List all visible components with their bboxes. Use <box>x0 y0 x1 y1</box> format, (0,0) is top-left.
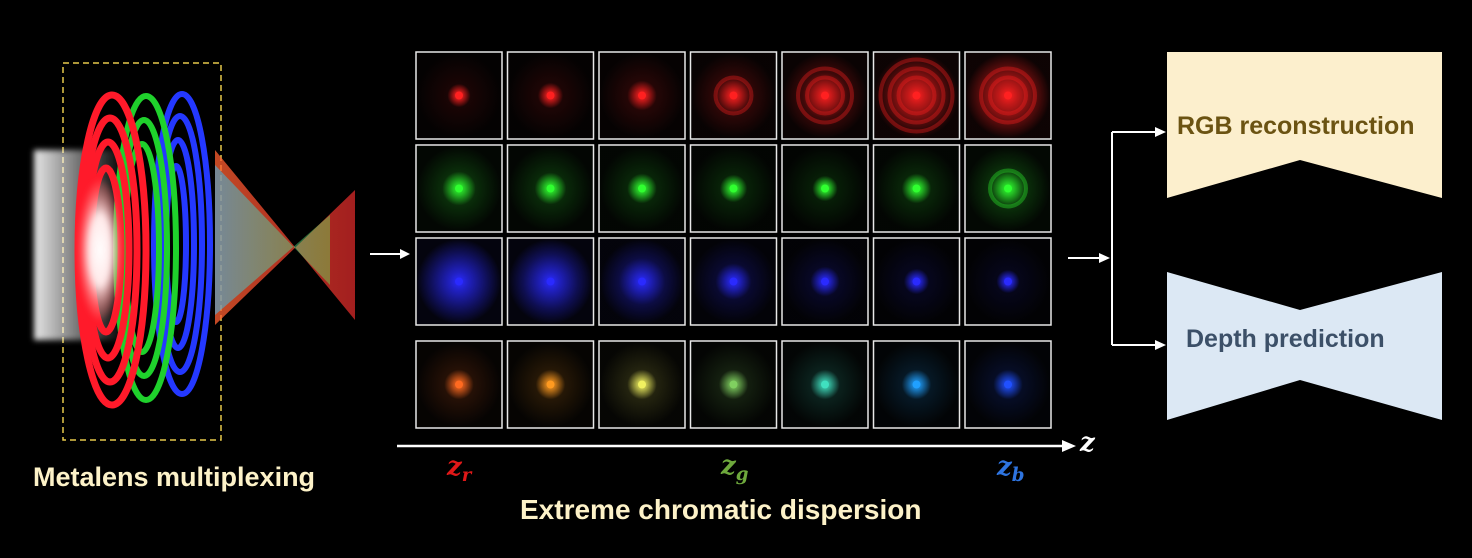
psf-center-dot <box>455 277 463 286</box>
psf-center-dot <box>821 91 829 100</box>
metalens-caption: Metalens multiplexing <box>33 462 316 492</box>
psf-cell-green-3 <box>598 144 686 233</box>
psf-cell-combined-1 <box>415 340 503 429</box>
arrow-head-rgb <box>1155 127 1166 137</box>
psf-cell-combined-5 <box>781 340 869 429</box>
z-g-symbol: z <box>721 451 736 481</box>
z-b-subscript: b <box>1011 465 1025 487</box>
z-r-label: zr <box>447 452 471 486</box>
psf-cell-combined-2 <box>506 340 595 429</box>
psf-center-dot <box>821 277 829 286</box>
output-arrows <box>1068 131 1156 346</box>
psf-cell-blue-6 <box>872 237 961 326</box>
psf-center-dot <box>638 277 646 286</box>
psf-cell-green-5 <box>781 144 869 233</box>
depth-prediction-label: Depth prediction <box>1186 325 1385 353</box>
psf-center-dot <box>1004 277 1012 286</box>
arrow-head-mid <box>1099 253 1110 263</box>
psf-cell-blue-5 <box>781 237 869 326</box>
psf-cell-green-7 <box>964 144 1052 233</box>
psf-center-dot <box>455 91 463 100</box>
psf-center-dot <box>729 91 738 100</box>
metalens-illustration <box>34 62 355 441</box>
input-arrow <box>370 249 410 259</box>
psf-center-dot <box>1004 380 1012 389</box>
psf-center-dot <box>638 91 646 100</box>
psf-ring <box>988 75 1028 116</box>
psf-cell-green-1 <box>415 144 503 233</box>
psf-cell-blue-4 <box>689 237 778 326</box>
psf-cell-green-2 <box>506 144 595 233</box>
psf-center-dot <box>912 277 921 286</box>
psf-center-dot <box>729 184 738 193</box>
lens-bright-core <box>78 180 122 320</box>
psf-cell-blue-3 <box>598 237 686 326</box>
psf-center-dot <box>912 184 921 193</box>
psf-cell-combined-4 <box>689 340 778 429</box>
psf-center-dot <box>638 380 646 389</box>
psf-cell-combined-7 <box>964 340 1052 429</box>
z-b-label: zb <box>997 452 1024 486</box>
psf-ring <box>988 168 1028 209</box>
z-r-subscript: r <box>461 465 472 487</box>
psf-ring <box>878 57 955 134</box>
psf-center-dot <box>546 91 555 100</box>
psf-cell-combined-6 <box>872 340 961 429</box>
focus-cone-blue <box>215 165 330 315</box>
blue-lens-rings <box>151 91 213 397</box>
psf-ring <box>805 75 845 116</box>
dispersion-caption: Extreme chromatic dispersion <box>520 494 922 525</box>
psf-cell-red-1 <box>415 51 503 140</box>
psf-cell-red-4 <box>689 51 778 140</box>
psf-cell-blue-2 <box>506 237 595 326</box>
psf-center-dot <box>455 380 463 389</box>
z-g-label: zg <box>721 451 748 485</box>
psf-cell-green-4 <box>689 144 778 233</box>
psf-cell-blue-1 <box>415 237 503 326</box>
rgb-reconstruction-label: RGB reconstruction <box>1177 112 1415 140</box>
psf-center-dot <box>912 91 921 100</box>
z-b-symbol: z <box>997 452 1012 482</box>
psf-center-dot <box>821 380 829 389</box>
psf-center-dot <box>455 184 463 193</box>
depth-prediction-network <box>1167 272 1442 420</box>
psf-cell-combined-3 <box>598 340 686 429</box>
psf-ring <box>979 66 1037 125</box>
psf-ring <box>896 75 937 116</box>
psf-ring <box>887 66 946 125</box>
psf-ring <box>713 75 754 116</box>
psf-center-dot <box>1004 184 1012 193</box>
psf-cell-red-3 <box>598 51 686 140</box>
psf-cell-green-6 <box>872 144 961 233</box>
psf-center-dot <box>546 184 555 193</box>
psf-center-dot <box>912 380 921 389</box>
rgb-reconstruction-network <box>1167 52 1442 198</box>
psf-center-dot <box>729 380 738 389</box>
psf-cell-red-2 <box>506 51 595 140</box>
psf-center-dot <box>821 184 829 193</box>
z-r-symbol: z <box>447 452 462 482</box>
psf-center-dot <box>546 380 555 389</box>
arrow-head-depth <box>1155 340 1166 350</box>
psf-ring <box>796 66 854 125</box>
z-axis-label: z <box>1080 428 1095 458</box>
psf-cell-blue-7 <box>964 237 1052 326</box>
z-axis <box>397 440 1076 452</box>
psf-center-dot <box>638 184 646 193</box>
z-g-subscript: g <box>735 464 749 486</box>
psf-cell-red-6 <box>872 51 961 140</box>
psf-grid <box>415 51 1052 429</box>
psf-cell-red-5 <box>781 51 869 140</box>
psf-center-dot <box>1004 91 1012 100</box>
psf-center-dot <box>729 277 738 286</box>
psf-cell-red-7 <box>964 51 1052 140</box>
psf-center-dot <box>546 277 555 286</box>
